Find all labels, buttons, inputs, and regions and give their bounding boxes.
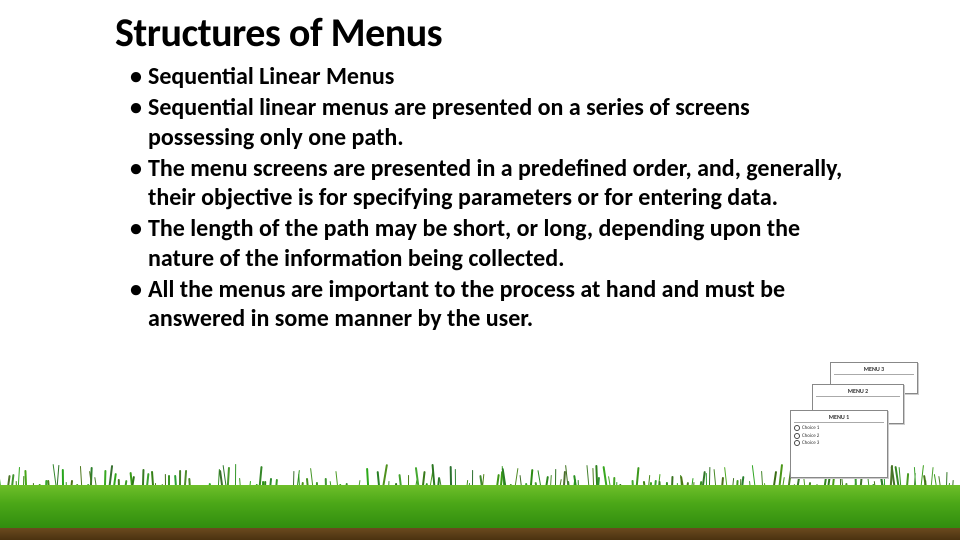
list-item: • All the menus are important to the pro…	[130, 275, 850, 334]
menu-option: Choice 3	[794, 440, 884, 447]
radio-icon	[794, 440, 800, 446]
list-item: • Sequential linear menus are presented …	[130, 93, 850, 152]
bullet-text: All the menus are important to the proce…	[148, 275, 785, 333]
bullet-text: Sequential linear menus are presented on…	[148, 93, 750, 151]
menu-card-title: MENU 2	[816, 387, 900, 397]
radio-icon	[794, 433, 800, 439]
list-item: • The length of the path may be short, o…	[130, 214, 850, 273]
option-label: Choice 2	[802, 433, 819, 440]
option-label: Choice 1	[802, 425, 819, 432]
bullet-list: • Sequential Linear Menus • Sequential l…	[130, 62, 850, 335]
page-title: Structures of Menus	[115, 8, 442, 57]
menu-option: Choice 1	[794, 425, 884, 432]
slide: Structures of Menus • Sequential Linear …	[0, 0, 960, 540]
radio-icon	[794, 425, 800, 431]
menu-card-title: MENU 1	[794, 413, 884, 423]
list-item: • The menu screens are presented in a pr…	[130, 154, 850, 213]
list-item: • Sequential Linear Menus	[130, 62, 850, 91]
menu-card-1: MENU 1 Choice 1 Choice 2 Choice 3	[790, 410, 888, 478]
menu-card-title: MENU 3	[834, 365, 914, 375]
bullet-text: Sequential Linear Menus	[148, 62, 394, 91]
menu-diagram: MENU 3 MENU 2 MENU 1 Choice 1 Choice 2 C…	[773, 362, 918, 512]
option-label: Choice 3	[802, 440, 819, 447]
menu-option: Choice 2	[794, 433, 884, 440]
bullet-text: The length of the path may be short, or …	[148, 214, 800, 272]
bullet-text: The menu screens are presented in a pred…	[148, 154, 842, 212]
